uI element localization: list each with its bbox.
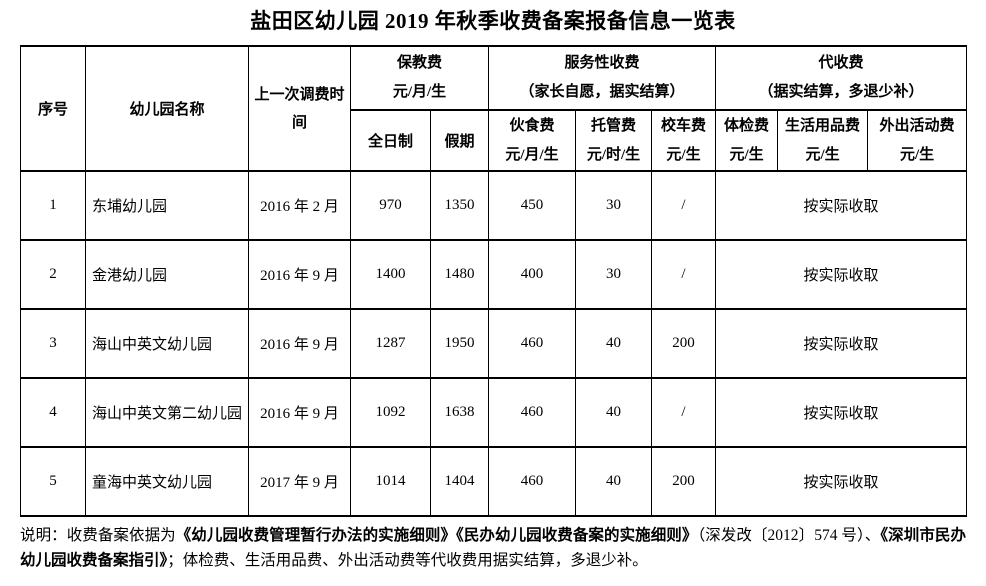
table-row: 4 海山中英文第二幼儿园 2016 年 9 月 1092 1638 460 40/按实际收取 bbox=[20, 377, 968, 448]
header-checkup-fee-title: 体检费 bbox=[724, 117, 770, 134]
header-meal-fee: 伙食费 元/月/生 bbox=[488, 109, 576, 172]
cell-seq-no: 4 bbox=[20, 377, 86, 448]
cell-care-fee: 40 bbox=[575, 377, 652, 448]
table-body: 1 东埔幼儿园 2016 年 2 月 970 1350 450 30/按实际收取 2 金港幼儿园… bbox=[20, 170, 968, 517]
footnote-text: 说明：收费备案依据为 bbox=[20, 527, 176, 544]
header-group-collect-note: （据实结算，多退少补） bbox=[758, 84, 924, 100]
cell-collect-fee: 按实际收取 bbox=[715, 308, 968, 379]
table-header: 序号 幼儿园名称 上一次调费时间 保教费 元/月/生 服务性收费 （家长自愿，据… bbox=[20, 45, 968, 172]
cell-seq-no: 2 bbox=[20, 239, 86, 310]
header-daily-goods-fee-unit: 元/生 bbox=[805, 146, 840, 163]
cell-seq-no: 5 bbox=[20, 446, 86, 517]
cell-fulltime-fee: 1014 bbox=[350, 446, 431, 517]
cell-schoolbus-fee: / bbox=[650, 239, 717, 310]
cell-holiday-fee: 1480 bbox=[430, 239, 489, 310]
footnote-text: （深发改〔2012〕574 号）、 bbox=[697, 527, 881, 544]
cell-care-fee: 30 bbox=[575, 170, 652, 241]
header-kindergarten-name: 幼儿园名称 bbox=[85, 45, 249, 172]
footnote: 说明：收费备案依据为《幼儿园收费管理暂行办法的实施细则》《民办幼儿园收费备案的实… bbox=[20, 523, 966, 573]
header-care-fee-unit: 元/时/生 bbox=[586, 146, 641, 163]
cell-kindergarten-name: 金港幼儿园 bbox=[85, 239, 249, 310]
cell-schoolbus-fee: 200 bbox=[650, 446, 717, 517]
header-group-collect: 代收费 （据实结算，多退少补） bbox=[715, 45, 968, 111]
header-group-service-title: 服务性收费 bbox=[564, 55, 640, 71]
cell-collect-fee: 按实际收取 bbox=[715, 239, 968, 310]
footnote-text: ；体检费、生活用品费、外出活动费等代收费用据实结算，多退少补。 bbox=[167, 552, 648, 569]
cell-fulltime-fee: 1400 bbox=[350, 239, 431, 310]
cell-holiday-fee: 1638 bbox=[430, 377, 489, 448]
header-group-tuition-title: 保教费 bbox=[396, 55, 442, 71]
cell-kindergarten-name: 海山中英文幼儿园 bbox=[85, 308, 249, 379]
footnote-regulation-title: 《幼儿园收费管理暂行办法的实施细则》《民办幼儿园收费备案的实施细则》 bbox=[175, 527, 698, 544]
cell-collect-fee: 按实际收取 bbox=[715, 377, 968, 448]
cell-schoolbus-fee: 200 bbox=[650, 308, 717, 379]
table-row: 5 童海中英文幼儿园 2017 年 9 月 1014 1404 460 40 200 按实际收取 bbox=[20, 446, 968, 517]
footnote-regulation-title: 《深圳市民办幼儿园收费备案指引》 bbox=[20, 527, 966, 569]
cell-kindergarten-name: 东埔幼儿园 bbox=[85, 170, 249, 241]
cell-fulltime-fee: 970 bbox=[350, 170, 431, 241]
cell-seq-no: 3 bbox=[20, 308, 86, 379]
cell-collect-fee: 按实际收取 bbox=[715, 446, 968, 517]
cell-meal-fee: 450 bbox=[488, 170, 576, 241]
cell-holiday-fee: 1950 bbox=[430, 308, 489, 379]
cell-last-adjust-time: 2017 年 9 月 bbox=[248, 446, 351, 517]
header-group-service-note: （家长自愿，据实结算） bbox=[519, 84, 685, 100]
cell-care-fee: 30 bbox=[575, 239, 652, 310]
cell-seq-no: 1 bbox=[20, 170, 86, 241]
cell-collect-fee: 按实际收取 bbox=[715, 170, 968, 241]
cell-fulltime-fee: 1287 bbox=[350, 308, 431, 379]
header-outing-fee-unit: 元/生 bbox=[899, 146, 935, 163]
header-meal-fee-unit: 元/月/生 bbox=[505, 146, 559, 163]
header-daily-goods-fee: 生活用品费 元/生 bbox=[777, 109, 869, 172]
cell-schoolbus-fee: / bbox=[650, 377, 717, 448]
page-title: 盐田区幼儿园 2019 年秋季收费备案报备信息一览表 bbox=[250, 9, 736, 33]
table-row: 1 东埔幼儿园 2016 年 2 月 970 1350 450 30/按实际收取 bbox=[20, 170, 968, 241]
cell-care-fee: 40 bbox=[575, 446, 652, 517]
cell-holiday-fee: 1350 bbox=[430, 170, 489, 241]
header-group-tuition: 保教费 元/月/生 bbox=[350, 45, 489, 111]
cell-kindergarten-name: 海山中英文第二幼儿园 bbox=[85, 377, 249, 448]
header-group-row: 序号 幼儿园名称 上一次调费时间 保教费 元/月/生 服务性收费 （家长自愿，据… bbox=[20, 45, 968, 172]
header-group-service: 服务性收费 （家长自愿，据实结算） bbox=[487, 45, 717, 111]
header-checkup-fee-unit: 元/生 bbox=[729, 146, 764, 163]
table-row: 2 金港幼儿园 2016 年 9 月 1400 1480 400 30/按实际收取 bbox=[20, 239, 968, 310]
header-schoolbus-fee-title: 校车费 bbox=[661, 117, 707, 134]
header-sub-row: 全日制 假期 伙食费 元/月/生 托管费 元/时/生 校车费 元/生 体检费 元… bbox=[21, 109, 968, 172]
table-row: 3 海山中英文幼儿园 2016 年 9 月 1287 1950 460 40 200 按实际收取 bbox=[20, 308, 968, 379]
header-seq-no: 序号 bbox=[20, 45, 86, 172]
header-last-adjust-time: 上一次调费时间 bbox=[248, 45, 351, 172]
cell-care-fee: 40 bbox=[575, 308, 652, 379]
cell-last-adjust-time: 2016 年 9 月 bbox=[248, 377, 351, 448]
cell-meal-fee: 400 bbox=[488, 239, 576, 310]
header-fulltime: 全日制 bbox=[350, 109, 431, 172]
header-meal-fee-title: 伙食费 bbox=[509, 117, 555, 134]
header-group-tuition-unit: 元/月/生 bbox=[392, 84, 447, 100]
header-schoolbus-fee-unit: 元/生 bbox=[666, 146, 701, 163]
cell-kindergarten-name: 童海中英文幼儿园 bbox=[85, 446, 249, 517]
header-schoolbus-fee: 校车费 元/生 bbox=[650, 109, 717, 172]
header-outing-fee: 外出活动费 元/生 bbox=[867, 109, 968, 172]
header-holiday: 假期 bbox=[430, 109, 489, 172]
fee-filing-table: 序号 幼儿园名称 上一次调费时间 保教费 元/月/生 服务性收费 （家长自愿，据… bbox=[20, 45, 968, 517]
header-outing-fee-title: 外出活动费 bbox=[879, 117, 955, 134]
header-daily-goods-fee-title: 生活用品费 bbox=[785, 117, 861, 134]
cell-meal-fee: 460 bbox=[488, 446, 576, 517]
cell-fulltime-fee: 1092 bbox=[350, 377, 431, 448]
cell-meal-fee: 460 bbox=[488, 377, 576, 448]
cell-schoolbus-fee: / bbox=[650, 170, 717, 241]
cell-holiday-fee: 1404 bbox=[430, 446, 489, 517]
cell-last-adjust-time: 2016 年 2 月 bbox=[248, 170, 351, 241]
header-checkup-fee: 体检费 元/生 bbox=[715, 109, 779, 172]
cell-meal-fee: 460 bbox=[488, 308, 576, 379]
cell-last-adjust-time: 2016 年 9 月 bbox=[248, 308, 351, 379]
header-care-fee-title: 托管费 bbox=[590, 117, 636, 134]
header-group-collect-title: 代收费 bbox=[818, 55, 864, 71]
header-care-fee: 托管费 元/时/生 bbox=[575, 109, 652, 172]
cell-last-adjust-time: 2016 年 9 月 bbox=[248, 239, 351, 310]
